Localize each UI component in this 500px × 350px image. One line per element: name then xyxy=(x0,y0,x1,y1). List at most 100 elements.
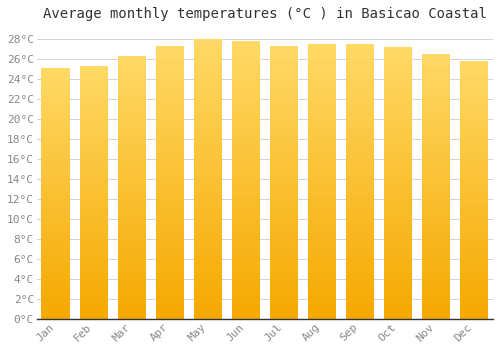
Bar xyxy=(232,315,260,316)
Bar xyxy=(346,228,374,230)
Bar xyxy=(232,124,260,126)
Bar xyxy=(42,73,70,74)
Bar xyxy=(80,270,108,271)
Bar xyxy=(384,52,412,54)
Bar xyxy=(308,100,336,102)
Bar xyxy=(308,272,336,274)
Bar xyxy=(42,243,70,244)
Bar xyxy=(346,257,374,258)
Bar xyxy=(156,202,184,203)
Bar xyxy=(80,279,108,280)
Bar xyxy=(194,254,222,256)
Bar xyxy=(80,273,108,275)
Bar xyxy=(422,121,450,123)
Bar xyxy=(194,113,222,114)
Bar xyxy=(118,311,146,312)
Bar xyxy=(80,286,108,287)
Bar xyxy=(422,237,450,238)
Bar xyxy=(422,58,450,60)
Bar xyxy=(422,202,450,204)
Bar xyxy=(308,205,336,206)
Bar xyxy=(156,188,184,189)
Bar xyxy=(80,69,108,70)
Bar xyxy=(232,183,260,184)
Bar xyxy=(384,126,412,127)
Bar xyxy=(232,159,260,161)
Bar xyxy=(422,214,450,216)
Bar xyxy=(346,227,374,228)
Bar xyxy=(346,272,374,274)
Bar xyxy=(346,252,374,253)
Bar xyxy=(156,238,184,240)
Bar xyxy=(194,239,222,240)
Bar xyxy=(422,145,450,147)
Bar xyxy=(118,66,146,68)
Bar xyxy=(308,136,336,138)
Bar xyxy=(460,290,488,292)
Bar xyxy=(194,245,222,246)
Bar xyxy=(42,214,70,215)
Bar xyxy=(118,97,146,98)
Bar xyxy=(156,230,184,232)
Bar xyxy=(460,119,488,120)
Bar xyxy=(118,103,146,105)
Bar xyxy=(194,112,222,113)
Bar xyxy=(384,286,412,288)
Bar xyxy=(156,208,184,210)
Bar xyxy=(194,140,222,141)
Bar xyxy=(460,147,488,149)
Bar xyxy=(270,125,298,127)
Bar xyxy=(156,249,184,251)
Bar xyxy=(232,212,260,213)
Bar xyxy=(384,214,412,216)
Bar xyxy=(270,86,298,87)
Bar xyxy=(460,185,488,186)
Bar xyxy=(460,176,488,177)
Bar xyxy=(156,195,184,196)
Bar xyxy=(118,216,146,218)
Bar xyxy=(422,271,450,273)
Bar xyxy=(308,65,336,66)
Bar xyxy=(460,120,488,122)
Bar xyxy=(232,163,260,165)
Bar xyxy=(422,299,450,300)
Bar xyxy=(308,224,336,225)
Bar xyxy=(384,164,412,165)
Bar xyxy=(384,68,412,69)
Bar xyxy=(270,307,298,308)
Bar xyxy=(460,124,488,126)
Bar xyxy=(422,233,450,234)
Bar xyxy=(194,289,222,291)
Bar xyxy=(270,127,298,128)
Bar xyxy=(80,116,108,117)
Bar xyxy=(308,282,336,283)
Bar xyxy=(460,251,488,252)
Bar xyxy=(80,285,108,286)
Bar xyxy=(460,141,488,142)
Bar xyxy=(42,101,70,102)
Bar xyxy=(194,249,222,250)
Bar xyxy=(156,174,184,176)
Bar xyxy=(460,316,488,317)
Bar xyxy=(156,308,184,309)
Bar xyxy=(346,203,374,205)
Bar xyxy=(308,46,336,47)
Bar xyxy=(194,49,222,50)
Bar xyxy=(80,311,108,313)
Bar xyxy=(156,163,184,165)
Bar xyxy=(118,122,146,123)
Bar xyxy=(80,317,108,319)
Bar xyxy=(80,142,108,143)
Bar xyxy=(384,218,412,220)
Bar xyxy=(42,175,70,176)
Bar xyxy=(232,276,260,277)
Bar xyxy=(232,144,260,145)
Bar xyxy=(308,118,336,120)
Bar xyxy=(156,243,184,244)
Bar xyxy=(308,172,336,173)
Bar xyxy=(346,246,374,247)
Bar xyxy=(270,102,298,103)
Bar xyxy=(118,161,146,162)
Bar xyxy=(346,210,374,212)
Bar xyxy=(346,118,374,120)
